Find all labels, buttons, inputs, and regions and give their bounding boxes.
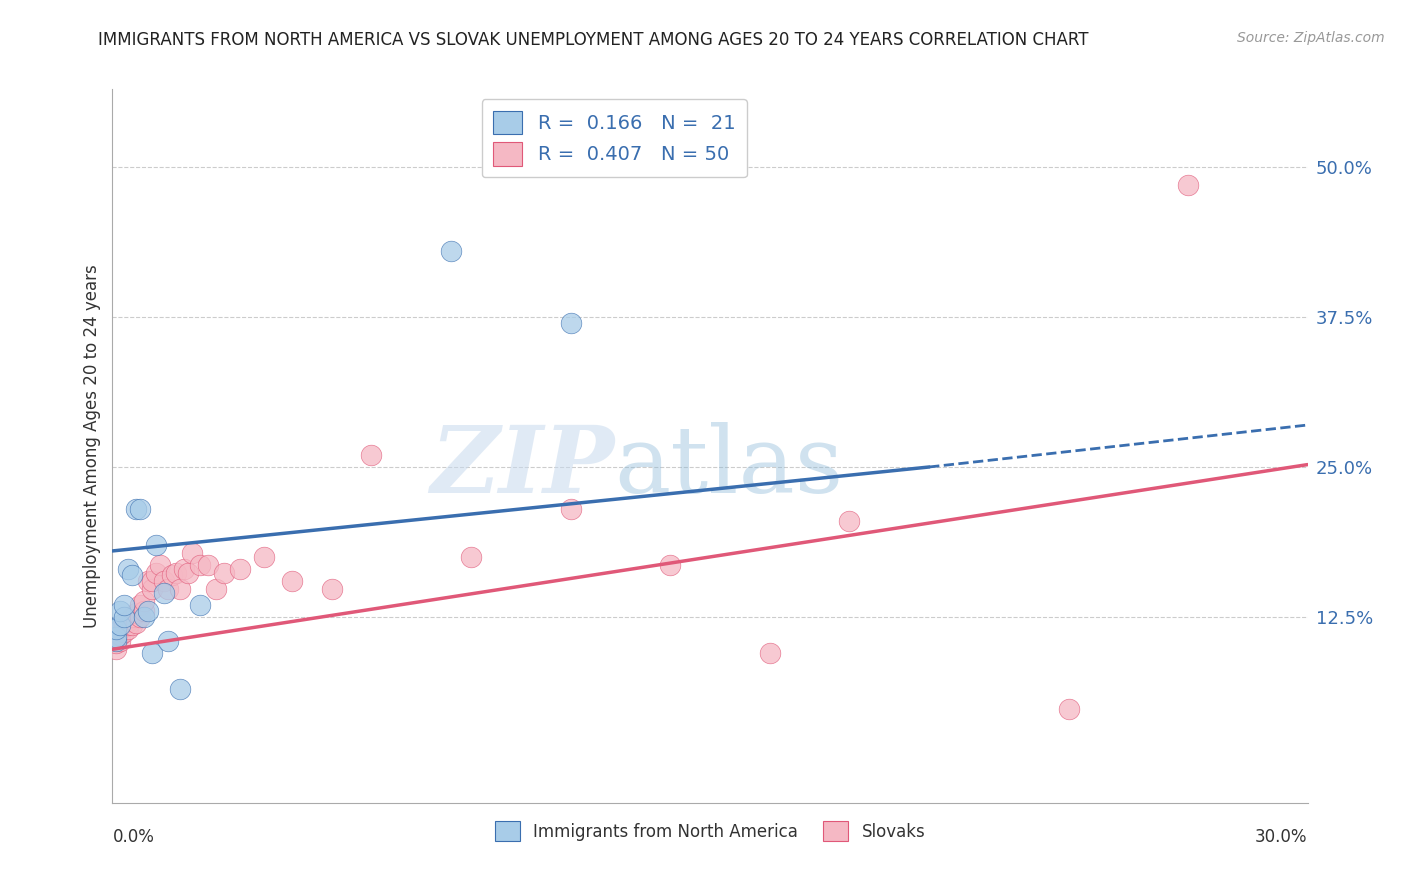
Point <box>659 558 682 573</box>
Legend: Immigrants from North America, Slovaks: Immigrants from North America, Slovaks <box>488 814 932 848</box>
Point <box>145 566 167 580</box>
Point <box>105 630 128 644</box>
Point <box>105 625 128 640</box>
Point <box>138 604 160 618</box>
Point <box>197 558 219 573</box>
Point <box>114 615 135 630</box>
Point <box>560 502 582 516</box>
Point <box>125 607 148 621</box>
Point <box>181 546 204 560</box>
Point <box>134 604 156 618</box>
Point <box>110 633 132 648</box>
Point <box>229 562 252 576</box>
Point <box>117 614 139 628</box>
Point <box>114 598 135 612</box>
Text: ZIP: ZIP <box>430 423 614 512</box>
Point <box>321 582 343 597</box>
Point <box>169 681 191 696</box>
Point <box>117 618 139 632</box>
Point <box>153 574 176 588</box>
Point <box>110 604 132 618</box>
Point <box>212 566 235 580</box>
Point <box>157 633 180 648</box>
Text: 0.0%: 0.0% <box>112 828 155 846</box>
Point <box>188 598 211 612</box>
Point <box>105 630 128 644</box>
Point <box>110 622 132 636</box>
Point <box>460 549 482 564</box>
Point <box>560 316 582 330</box>
Point <box>125 615 148 630</box>
Point <box>1057 702 1080 716</box>
Point <box>134 594 156 608</box>
Text: IMMIGRANTS FROM NORTH AMERICA VS SLOVAK UNEMPLOYMENT AMONG AGES 20 TO 24 YEARS C: IMMIGRANTS FROM NORTH AMERICA VS SLOVAK … <box>98 31 1088 49</box>
Point <box>114 625 135 640</box>
Point <box>141 574 163 588</box>
Point <box>138 574 160 588</box>
Point <box>121 610 143 624</box>
Point <box>110 628 132 642</box>
Point <box>1177 178 1199 193</box>
Point <box>157 582 180 597</box>
Point <box>117 562 139 576</box>
Text: atlas: atlas <box>614 423 844 512</box>
Point <box>125 502 148 516</box>
Point <box>173 562 195 576</box>
Point <box>105 642 128 657</box>
Point <box>129 610 152 624</box>
Point <box>440 244 463 259</box>
Point <box>114 610 135 624</box>
Point <box>110 618 132 632</box>
Point <box>177 566 200 580</box>
Point <box>121 568 143 582</box>
Point <box>162 568 183 582</box>
Point <box>141 582 163 597</box>
Point <box>205 582 228 597</box>
Point <box>129 502 152 516</box>
Text: Source: ZipAtlas.com: Source: ZipAtlas.com <box>1237 31 1385 45</box>
Point <box>134 610 156 624</box>
Point <box>105 622 128 636</box>
Point <box>838 514 860 528</box>
Point <box>165 566 187 580</box>
Point <box>105 633 128 648</box>
Point <box>360 448 382 462</box>
Point <box>105 636 128 650</box>
Point <box>169 582 191 597</box>
Point <box>253 549 276 564</box>
Text: 30.0%: 30.0% <box>1256 828 1308 846</box>
Point <box>145 538 167 552</box>
Point <box>149 558 172 573</box>
Point <box>153 586 176 600</box>
Point <box>188 558 211 573</box>
Point <box>759 646 782 660</box>
Point <box>117 622 139 636</box>
Point <box>129 598 152 612</box>
Y-axis label: Unemployment Among Ages 20 to 24 years: Unemployment Among Ages 20 to 24 years <box>83 264 101 628</box>
Point <box>141 646 163 660</box>
Point <box>121 618 143 632</box>
Point <box>281 574 304 588</box>
Point <box>105 630 128 644</box>
